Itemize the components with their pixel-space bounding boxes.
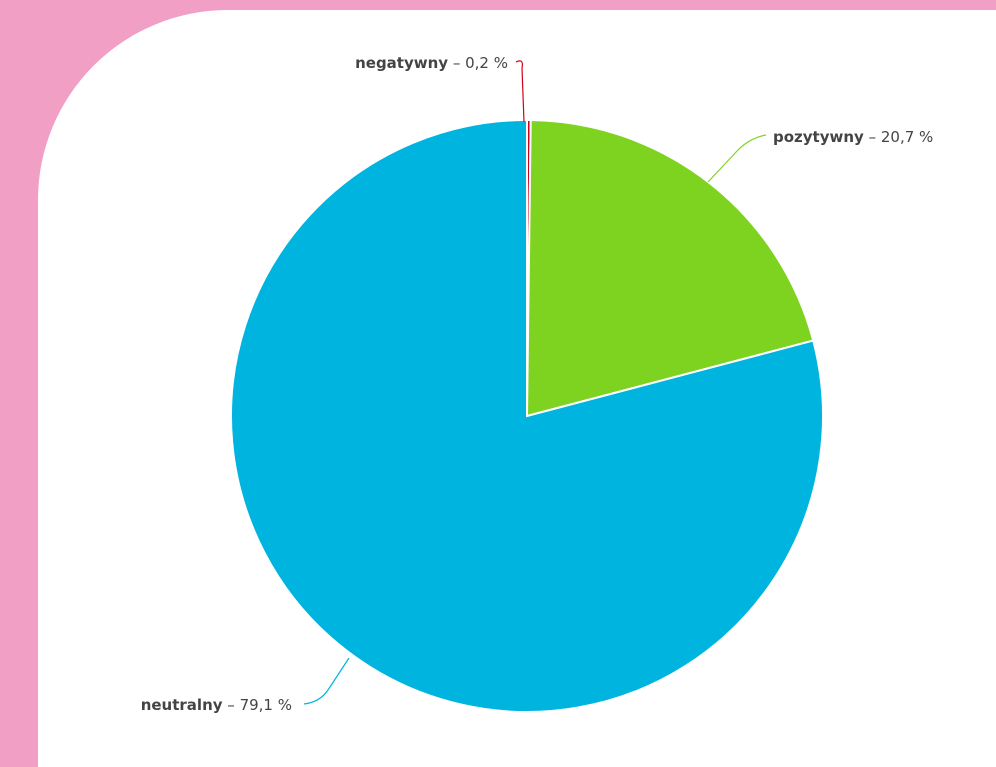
pie-slice-neutralny[interactable] (230, 118, 824, 713)
leader-line-negatywny (515, 60, 525, 123)
data-label-neutralny: neutralny – 79,1 % (141, 696, 292, 714)
leader-line-neutralny (303, 657, 350, 705)
data-label-name: negatywny (355, 54, 448, 72)
pie-chart: negatywny – 0,2 % pozytywny – 20,7 % neutr… (141, 54, 934, 714)
data-label-value: – 0,2 % (448, 54, 508, 72)
leader-line-pozytywny (707, 134, 767, 183)
data-label-value: – 20,7 % (864, 128, 933, 146)
chart-card: negatywny – 0,2 % pozytywny – 20,7 % neutr… (38, 10, 996, 767)
data-label-negatywny: negatywny – 0,2 % (355, 54, 508, 72)
data-label-pozytywny: pozytywny – 20,7 % (773, 128, 933, 146)
data-label-value: – 79,1 % (223, 696, 292, 714)
data-label-name: pozytywny (773, 128, 864, 146)
pie-slice-pozytywny[interactable] (525, 119, 815, 418)
data-label-name: neutralny (141, 696, 223, 714)
